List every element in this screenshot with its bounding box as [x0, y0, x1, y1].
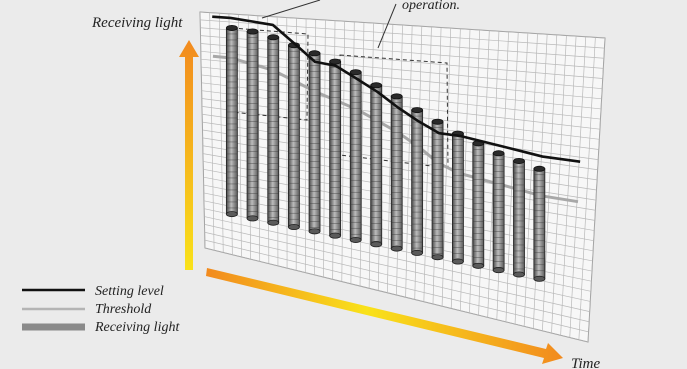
cylinder-body [472, 142, 485, 267]
receiving-light-bar [452, 130, 464, 265]
receiving-light-bar [370, 82, 383, 248]
cylinder-body [329, 61, 342, 237]
receiving-light-bar [225, 24, 238, 218]
grid-line-horizontal [204, 224, 590, 312]
callout-leader-left [261, 0, 321, 19]
receiving-light-bar [533, 165, 546, 282]
cylinder-body [411, 109, 424, 254]
cylinder-base [533, 275, 546, 282]
callout-leader-right [377, 3, 397, 49]
y-axis-arrow [179, 40, 199, 270]
cylinder-cap [431, 118, 444, 125]
cylinder-base [267, 219, 280, 226]
grid-line-horizontal [204, 239, 589, 333]
receiving-light-bar [329, 58, 342, 239]
cylinder-base [329, 232, 342, 239]
x-axis-label: Time [571, 356, 601, 369]
receiving-light-bar [267, 34, 280, 226]
receiving-light-bar [431, 118, 444, 261]
cylinder-cap [329, 58, 342, 65]
cylinder-cap [308, 50, 321, 57]
receiving-light-bar [390, 93, 403, 252]
cylinder-cap [390, 93, 403, 100]
receiving-light-bar [492, 150, 505, 274]
cylinder-base [452, 258, 464, 265]
cylinder-body [225, 27, 238, 215]
cylinder-base [513, 271, 525, 278]
cylinder-body [431, 121, 444, 258]
cylinder-cap [267, 34, 280, 41]
cylinder-base [308, 228, 321, 235]
callout-text: operation. [402, 0, 460, 13]
cylinder-cap [349, 69, 362, 76]
cylinder-cap [225, 24, 238, 31]
cylinder-cap [246, 28, 259, 35]
cylinder-base [492, 267, 505, 274]
receiving-light-bar [349, 69, 362, 243]
receiving-light-bar [472, 140, 485, 269]
grid-line-horizontal [204, 216, 591, 302]
cylinder-body [452, 133, 464, 262]
cylinder-base [411, 249, 424, 256]
cylinder-base [246, 215, 259, 222]
cylinder-body [246, 31, 259, 219]
cylinder-cap [411, 107, 424, 114]
cylinder-body [267, 36, 280, 224]
legend-label-receiving-light: Receiving light [94, 320, 180, 335]
receiving-light-bar [513, 157, 525, 278]
legend-label-threshold: Threshold [95, 302, 152, 317]
receiving-light-bar [288, 42, 300, 231]
grid-line-horizontal [204, 231, 590, 323]
cylinder-base [390, 245, 403, 252]
receiving-light-bar [308, 50, 321, 235]
cylinder-cap [513, 157, 525, 164]
y-axis-label: Receiving light [91, 15, 183, 31]
cylinder-base [472, 262, 485, 269]
cylinder-body [390, 96, 403, 249]
cylinder-body [308, 52, 321, 232]
cylinder-base [349, 236, 362, 243]
cylinder-base [370, 241, 383, 248]
cylinder-body [513, 160, 525, 275]
receiving-light-bar [246, 28, 259, 222]
legend-label-setting-level: Setting level [95, 284, 164, 299]
setting-level-line [212, 15, 581, 164]
cylinder-base [288, 224, 300, 231]
x-axis-arrow [206, 268, 563, 364]
cylinder-cap [533, 165, 546, 172]
cylinder-base [431, 254, 444, 261]
receiving-light-bar [411, 107, 424, 256]
cylinder-cap [370, 82, 383, 89]
grid-line-horizontal [200, 27, 604, 59]
cylinder-base [225, 211, 238, 218]
cylinder-body [288, 44, 300, 228]
cylinder-body [533, 168, 546, 280]
legend: Setting level Threshold Receiving light [22, 284, 180, 335]
cylinder-cap [492, 150, 505, 157]
cylinder-body [492, 152, 505, 271]
